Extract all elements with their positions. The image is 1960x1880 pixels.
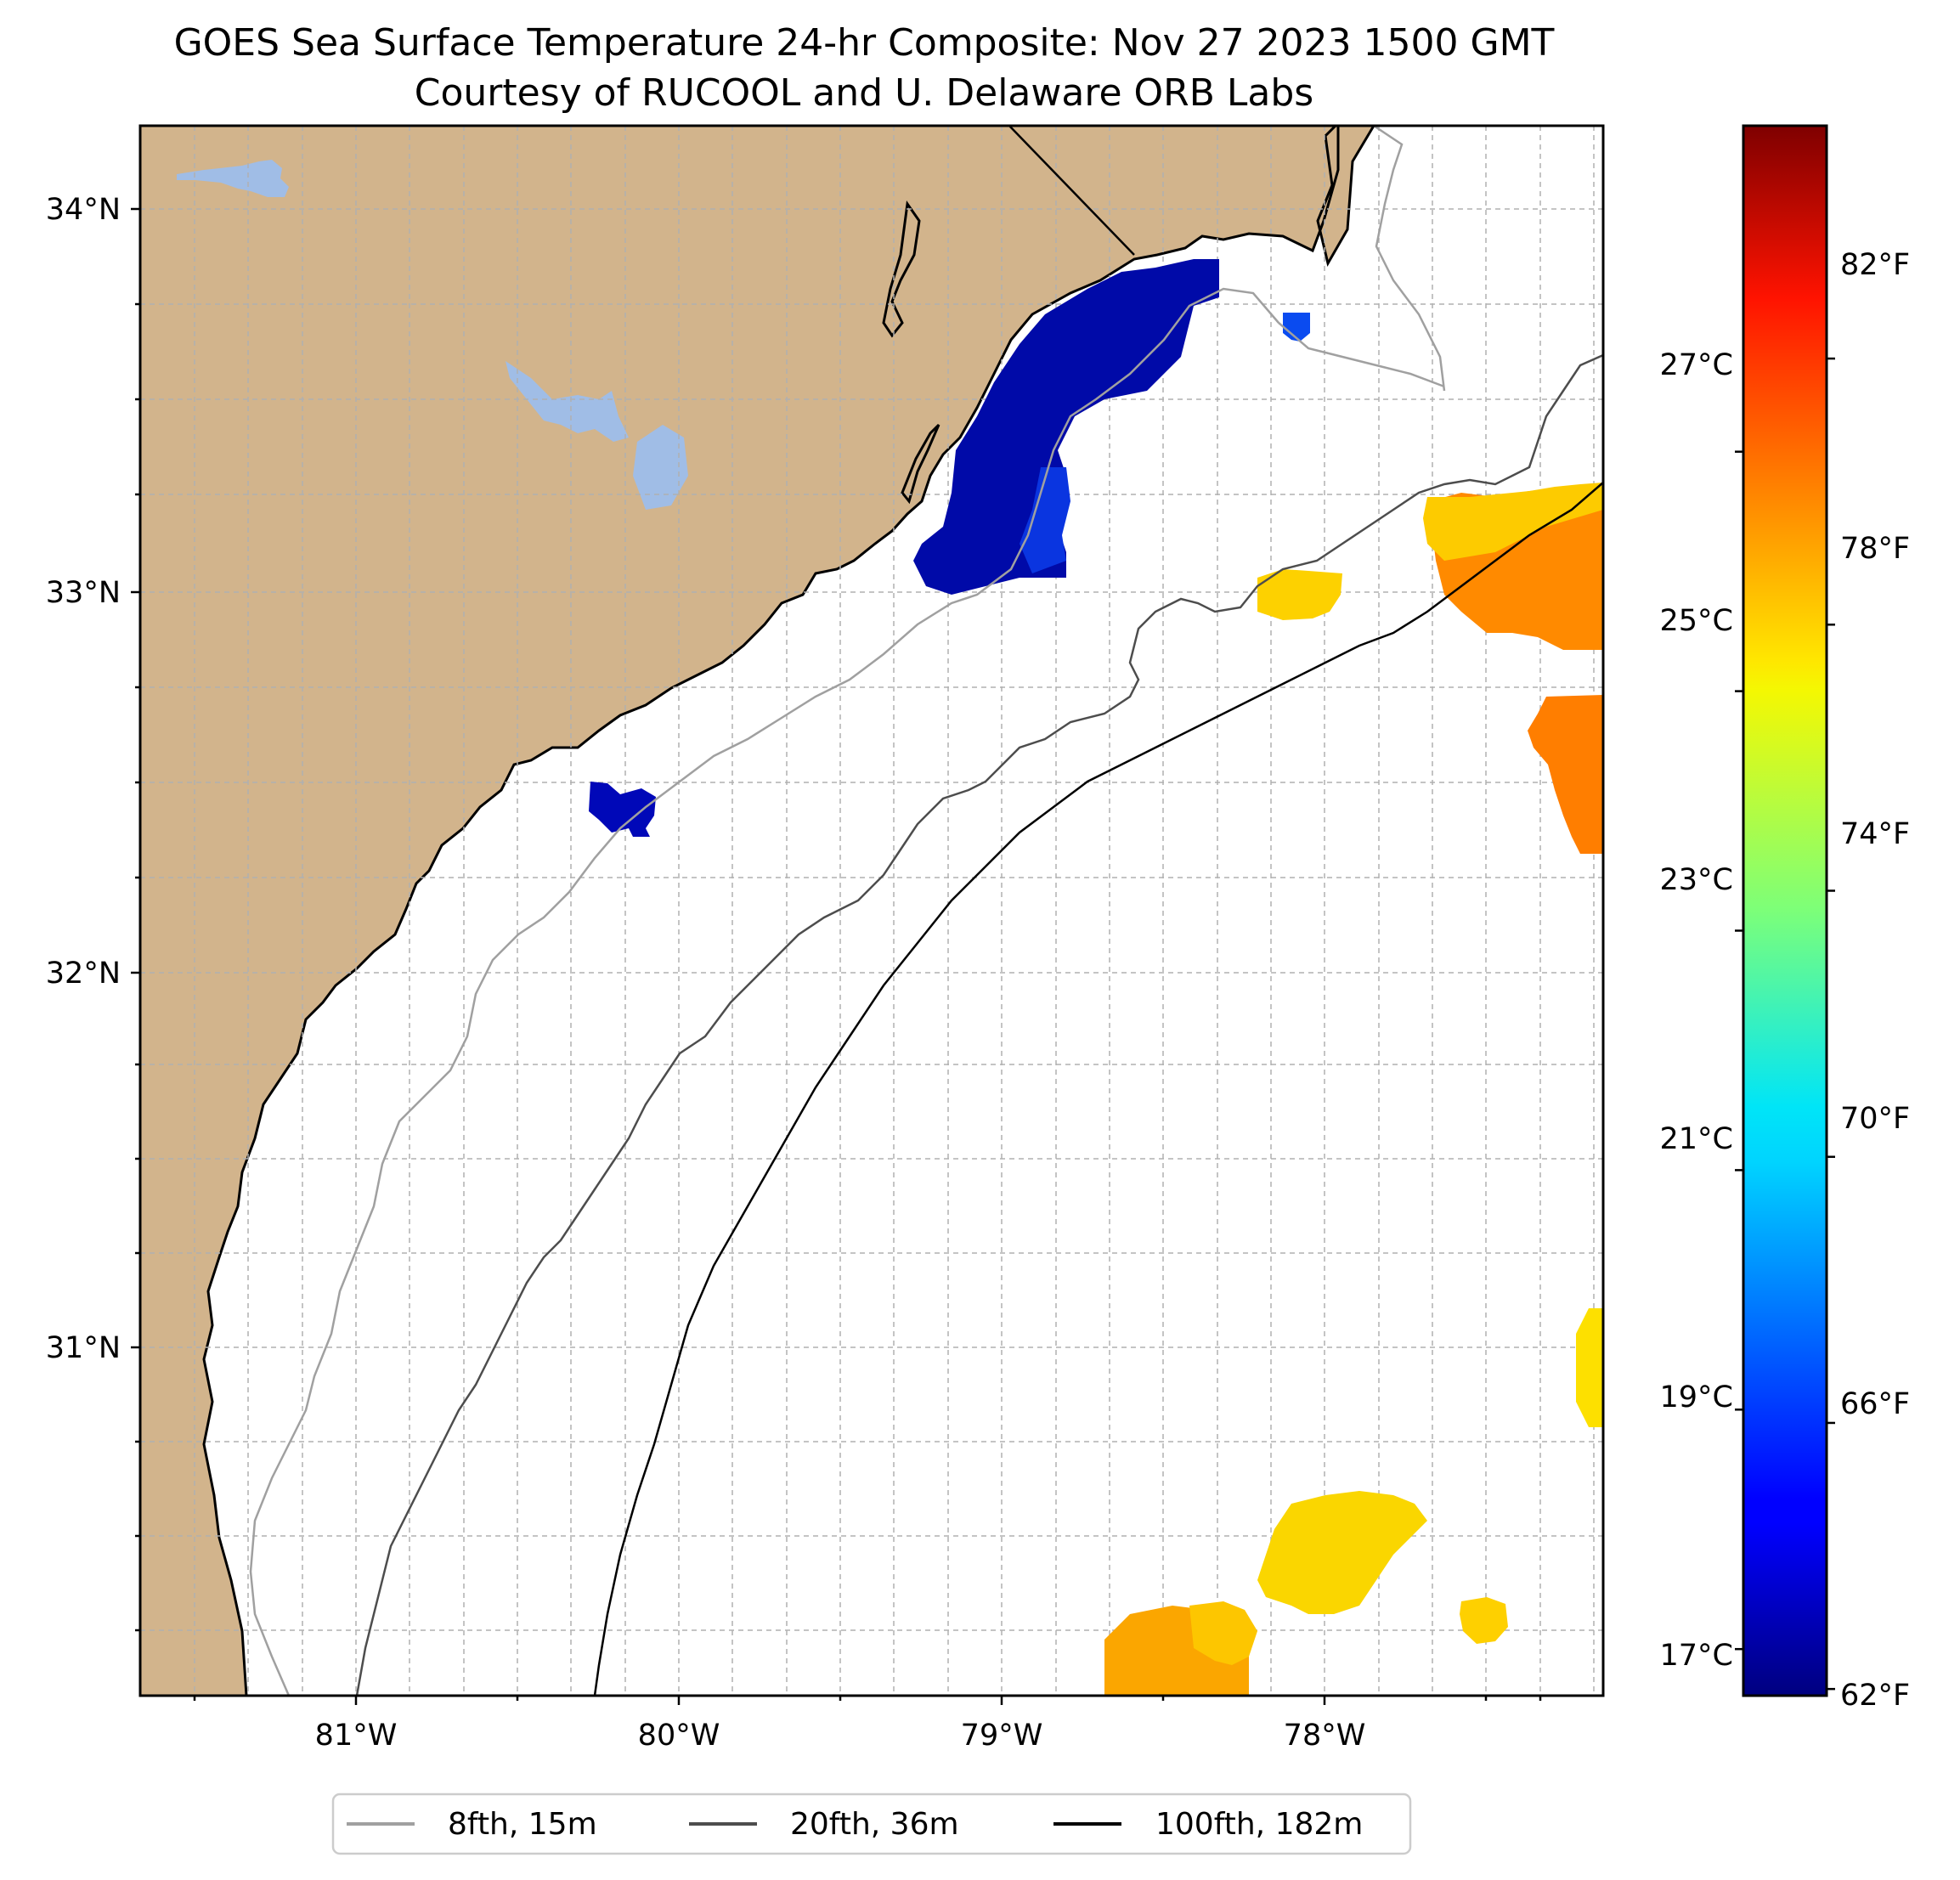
cbar-c-17: 17°C [1660, 1639, 1733, 1673]
map-ticks [131, 207, 1542, 1705]
lake-north [177, 160, 289, 197]
lon-label-81: 81°W [315, 1719, 398, 1753]
sst-patch-warm-small [1460, 1597, 1508, 1644]
colorbar-ticks [1735, 357, 1835, 1691]
legend-label-20fth: 20fth, 36m [790, 1807, 959, 1842]
lat-label-34: 34°N [46, 193, 121, 227]
legend-box [331, 1792, 1412, 1855]
sst-patch-warm-east-lower [1528, 695, 1603, 854]
legend: 8fth, 15m 20fth, 36m 100fth, 182m [331, 1792, 1412, 1855]
graticule [140, 126, 1603, 1696]
lake-moultrie [633, 425, 688, 510]
sst-patch-warm-se [1576, 1308, 1603, 1427]
colorbar: 27°C 25°C 23°C 21°C 19°C 17°C 82°F 78°F … [1660, 124, 1910, 1713]
sst-patch-warm-east-top [1423, 483, 1603, 561]
lake-marion [506, 361, 629, 442]
map-subtitle: Courtesy of RUCOOL and U. Delaware ORB L… [415, 71, 1313, 115]
map-area [140, 126, 1603, 1696]
legend-label-8fth: 8fth, 15m [448, 1807, 597, 1842]
cbar-f-66: 66°F [1840, 1387, 1910, 1421]
sst-patch-warm-mid [1257, 569, 1342, 620]
sst-patch-cold-south [589, 782, 656, 837]
sst-patch-warm-south-right [1189, 1601, 1257, 1665]
legend-label-100fth: 100fth, 182m [1155, 1807, 1363, 1842]
cbar-f-62: 62°F [1840, 1679, 1910, 1713]
map-frame [138, 124, 1605, 1697]
cbar-c-23: 23°C [1660, 863, 1733, 897]
isobath-20fth [355, 353, 1603, 1696]
sst-patch-warm-south [1257, 1491, 1427, 1614]
lat-label-32: 32°N [46, 957, 121, 991]
map-title: GOES Sea Surface Temperature 24-hr Compo… [174, 21, 1555, 65]
land-mass [140, 126, 1375, 1696]
cbar-c-25: 25°C [1660, 604, 1733, 638]
cbar-f-74: 74°F [1840, 817, 1910, 851]
lon-label-78: 78°W [1284, 1719, 1366, 1753]
cbar-f-82: 82°F [1840, 248, 1910, 282]
cbar-f-70: 70°F [1840, 1102, 1910, 1136]
lon-label-79: 79°W [961, 1719, 1043, 1753]
lat-label-33: 33°N [46, 576, 121, 610]
isobath-8fth [249, 126, 1446, 1696]
barrier-island [901, 423, 940, 505]
cbar-f-78: 78°F [1840, 532, 1910, 566]
cbar-c-27: 27°C [1660, 348, 1733, 382]
colorbar-gradient [1742, 124, 1828, 1697]
state-border [1008, 126, 1135, 256]
isobath-100fth [593, 482, 1603, 1696]
cbar-c-21: 21°C [1660, 1122, 1733, 1156]
sst-patch-cool-spot [1283, 313, 1310, 342]
lon-label-80: 80°W [638, 1719, 720, 1753]
lat-label-31: 31°N [46, 1331, 121, 1365]
cbar-c-19: 19°C [1660, 1380, 1733, 1414]
sst-patch-cool-edge [1020, 467, 1070, 573]
